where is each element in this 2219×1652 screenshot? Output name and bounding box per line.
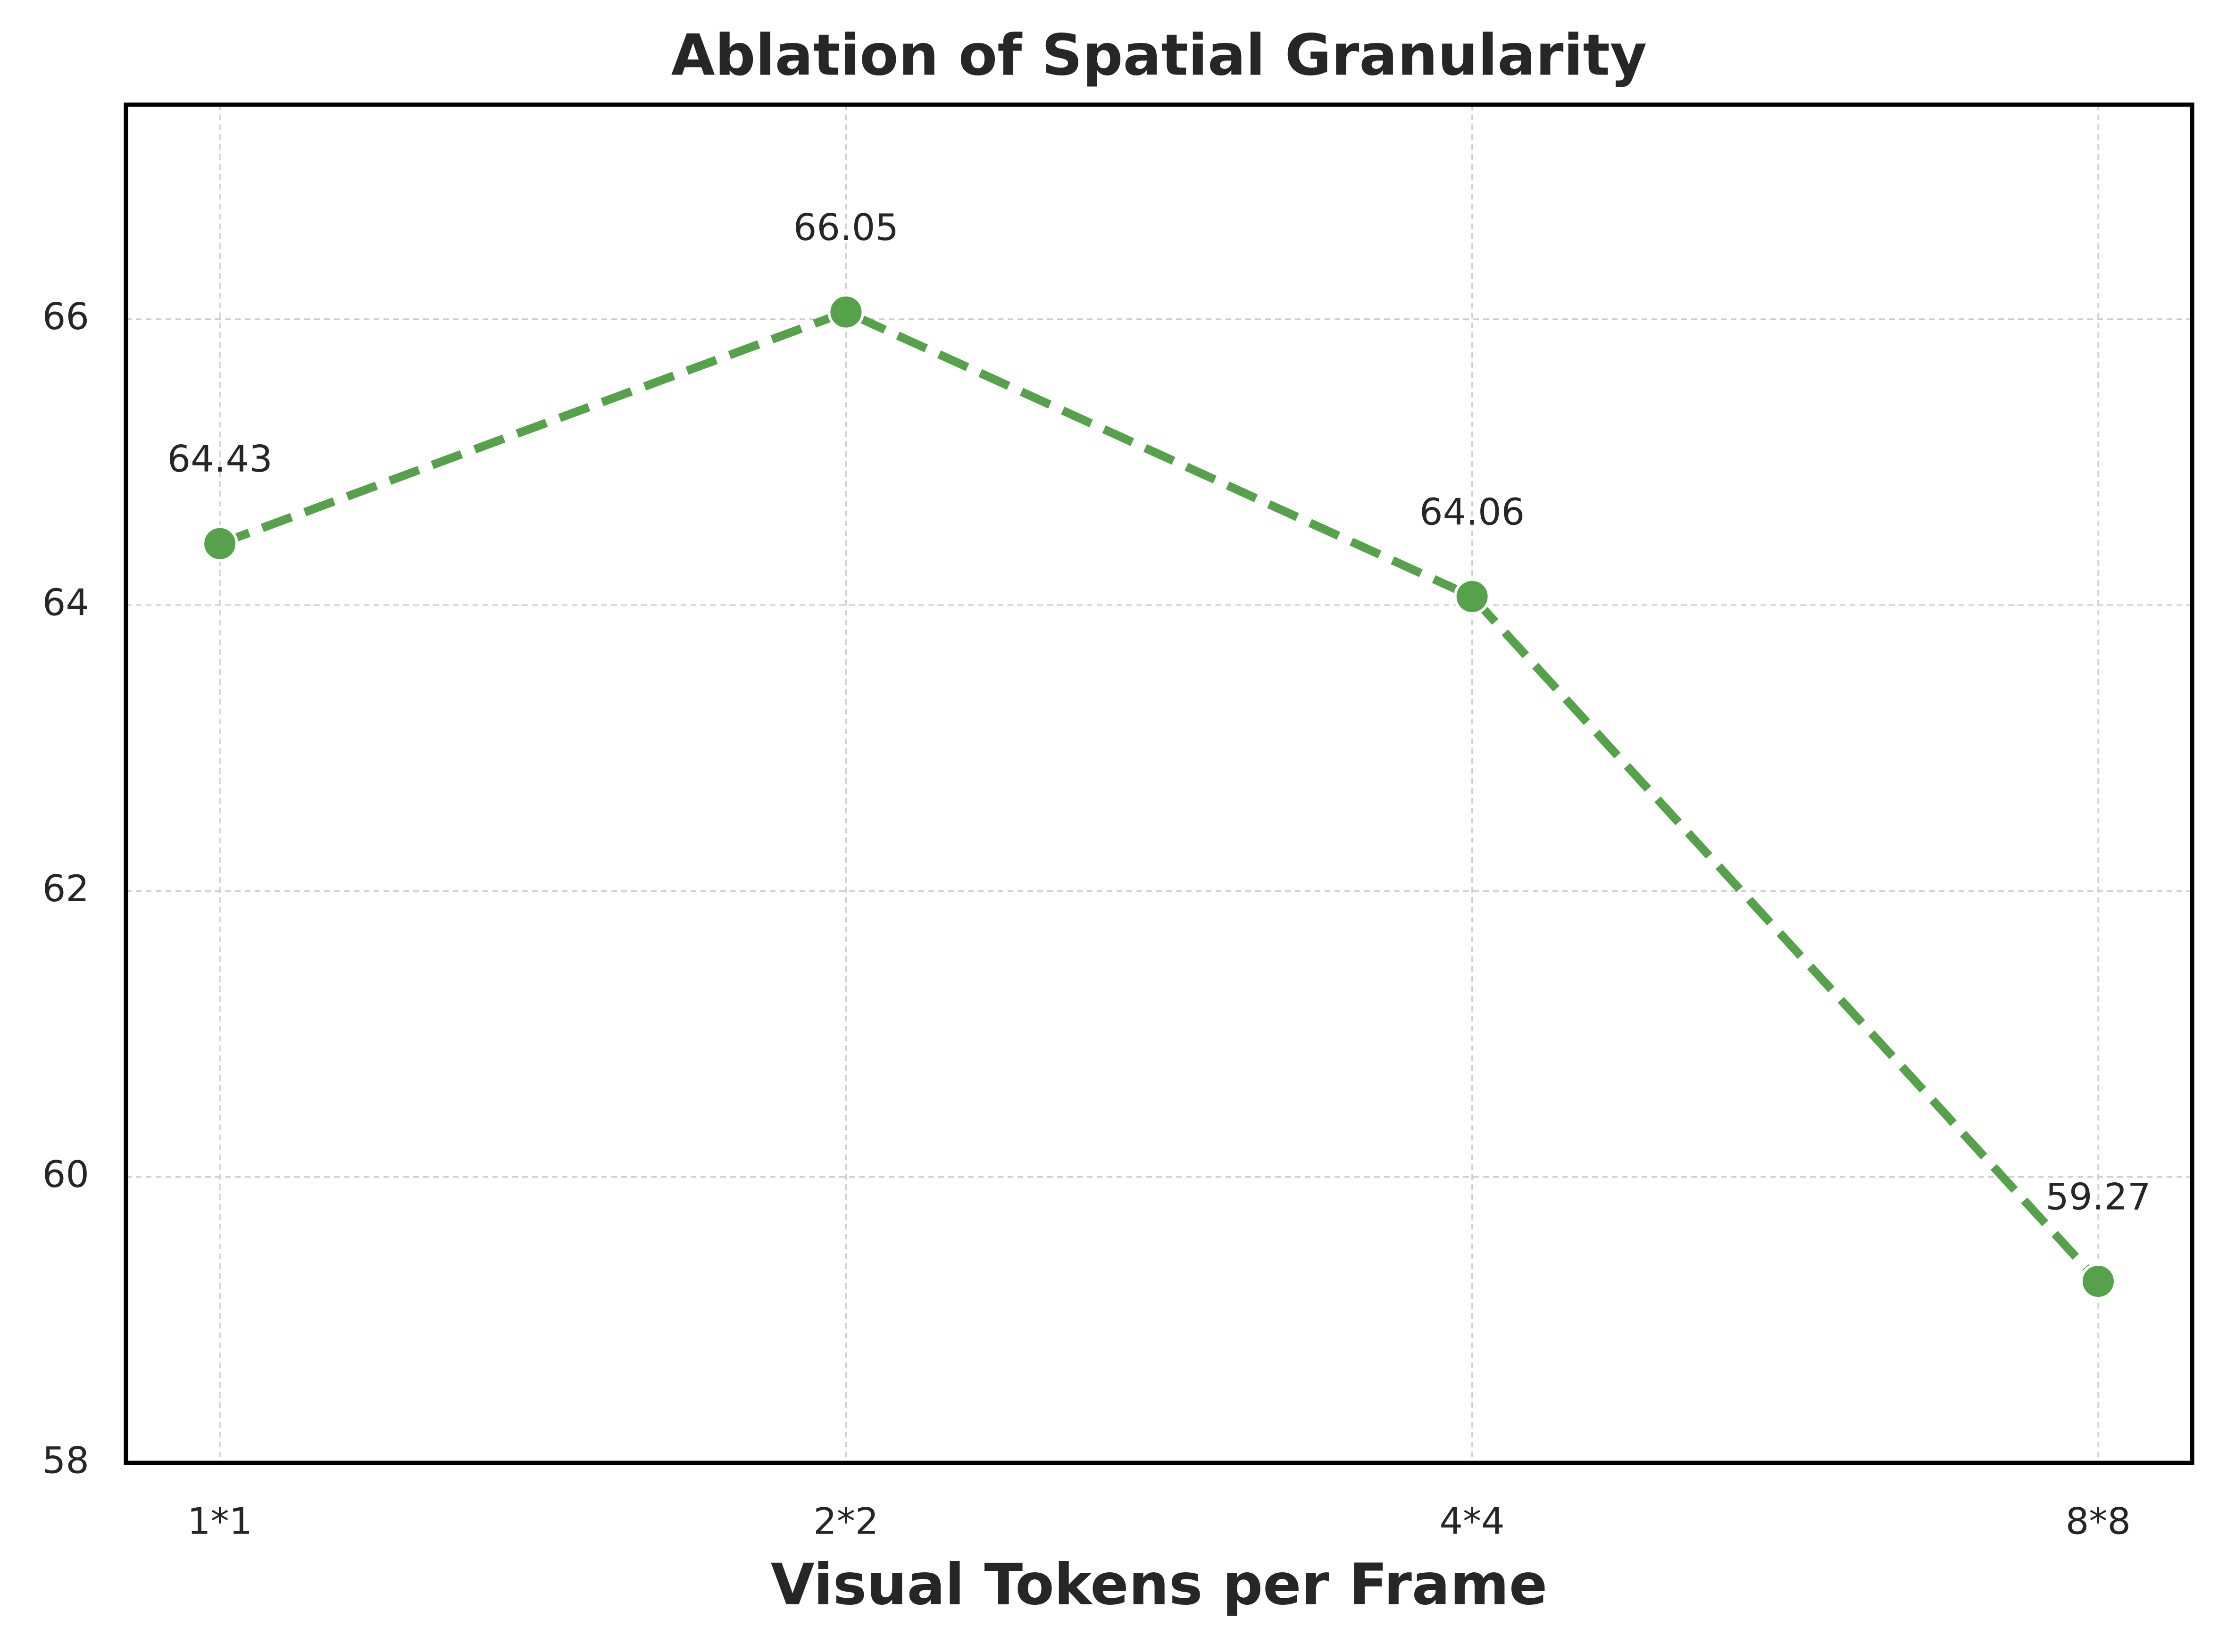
data-point (1453, 578, 1491, 615)
y-tick-label: 58 (42, 1439, 89, 1482)
plot-frame (124, 102, 2194, 1465)
data-point (827, 293, 865, 331)
x-tick-label: 4*4 (1440, 1500, 1505, 1543)
data-line (218, 307, 2102, 1285)
y-tick-label: 62 (42, 868, 89, 910)
data-point (2079, 1262, 2117, 1300)
data-label: 59.27 (2045, 1176, 2151, 1218)
plot: 64.43 66.05 64.06 59.27 (167, 207, 2151, 1300)
data-point (201, 525, 239, 562)
x-tick-label: 1*1 (187, 1500, 252, 1543)
y-tick-label: 64 (42, 582, 89, 624)
x-axis-label: Visual Tokens per Frame (771, 1552, 1548, 1618)
data-label: 64.43 (167, 438, 272, 481)
y-tick-label: 66 (42, 296, 89, 338)
y-tick-label: 60 (42, 1154, 89, 1196)
data-label: 66.05 (793, 207, 899, 249)
x-tick-label: 2*2 (813, 1500, 878, 1543)
data-label: 64.06 (1419, 491, 1525, 533)
x-tick-label: 8*8 (2066, 1500, 2131, 1543)
chart-title: Ablation of Spatial Granularity (671, 23, 1647, 89)
